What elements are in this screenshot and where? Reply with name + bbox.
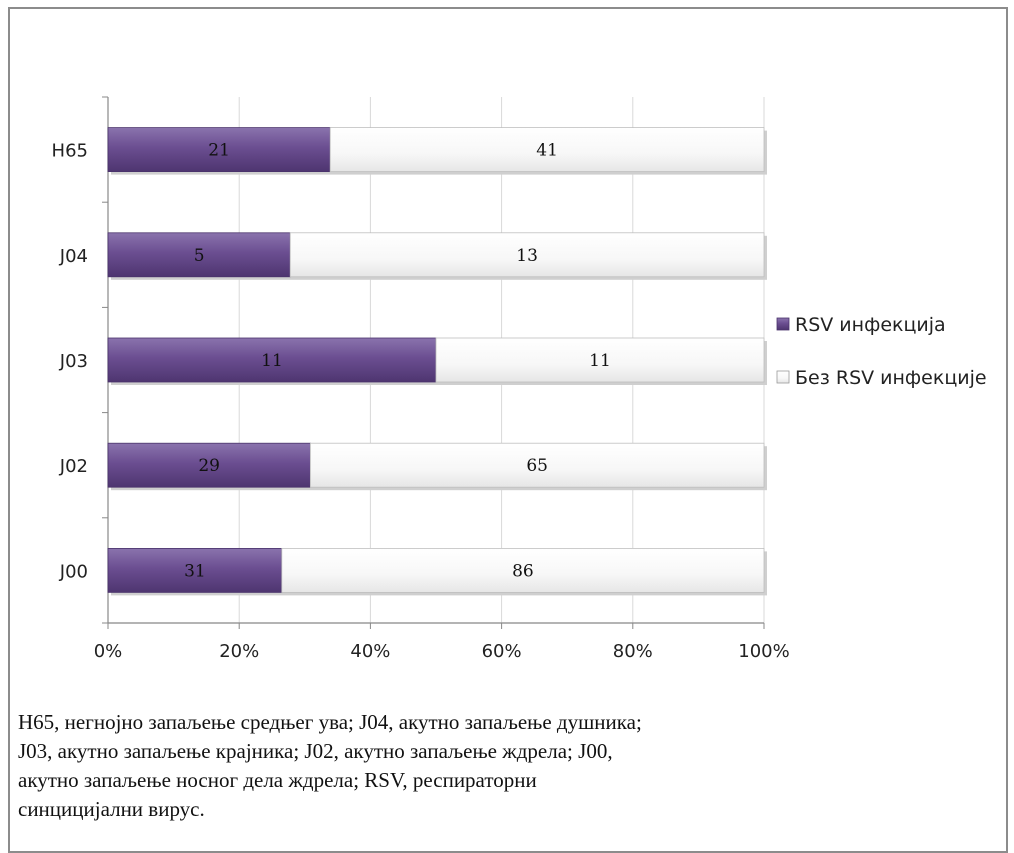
data-label: 29: [198, 456, 220, 476]
labels: 0% 20% 40% 60% 80% 100% 21 41 H65 5 13 J04 11 11 J03 29…: [52, 141, 790, 662]
legend: RSV инфекција Без RSV инфекције: [776, 314, 987, 389]
bar-rsv-J03: [107, 337, 437, 383]
caption-line: синцицијални вирус.: [18, 797, 205, 821]
category-label: H65: [52, 141, 88, 162]
caption-line: H65, негнојно запаљење средњег ува; J04,…: [18, 710, 642, 734]
legend-label: Без RSV инфекције: [795, 367, 987, 389]
bar-no-rsv-H65: [329, 127, 765, 172]
data-label: 11: [261, 351, 283, 371]
legend-swatch: [776, 317, 790, 331]
category-label: J00: [59, 561, 88, 582]
caption-line: J03, акутно запаљење крајника; J02, акут…: [18, 739, 613, 763]
legend-swatch: [776, 370, 790, 384]
data-label: 5: [194, 246, 205, 266]
x-tick-label: 40%: [350, 641, 390, 662]
data-label: 41: [536, 141, 558, 161]
bar-no-rsv-J04: [289, 232, 765, 278]
bar-rsv-J00: [107, 548, 283, 593]
stacked-bar-chart: 0% 20% 40% 60% 80% 100% 21 41 H65 5 13 J04 11 11 J03 29…: [52, 96, 987, 662]
data-label: 65: [526, 456, 548, 476]
bar-no-rsv-J00: [281, 548, 765, 593]
bar-no-rsv-J03: [435, 337, 765, 383]
category-label: J02: [59, 456, 88, 477]
x-tick-label: 60%: [482, 641, 522, 662]
data-label: 11: [589, 351, 611, 371]
bar-rsv-H65: [107, 127, 331, 172]
bar-no-rsv-J02: [309, 442, 765, 488]
x-tick-label: 0%: [94, 641, 123, 662]
data-label: 86: [512, 561, 534, 581]
bar-rsv-J02: [107, 442, 311, 488]
caption-line: акутно запаљење носног дела ждрела; RSV,…: [18, 768, 537, 792]
figure-caption: H65, негнојно запаљење средњег ува; J04,…: [18, 708, 878, 824]
data-label: 21: [208, 141, 230, 161]
category-label: J03: [59, 351, 88, 372]
data-label: 31: [184, 561, 206, 581]
legend-label: RSV инфекција: [795, 314, 946, 336]
x-tick-label: 80%: [613, 641, 653, 662]
x-tick-label: 100%: [738, 641, 789, 662]
data-label: 13: [516, 246, 538, 266]
bar-rsv-J04: [107, 232, 291, 278]
x-tick-label: 20%: [219, 641, 259, 662]
category-label: J04: [59, 246, 88, 267]
bars: [107, 127, 767, 596]
